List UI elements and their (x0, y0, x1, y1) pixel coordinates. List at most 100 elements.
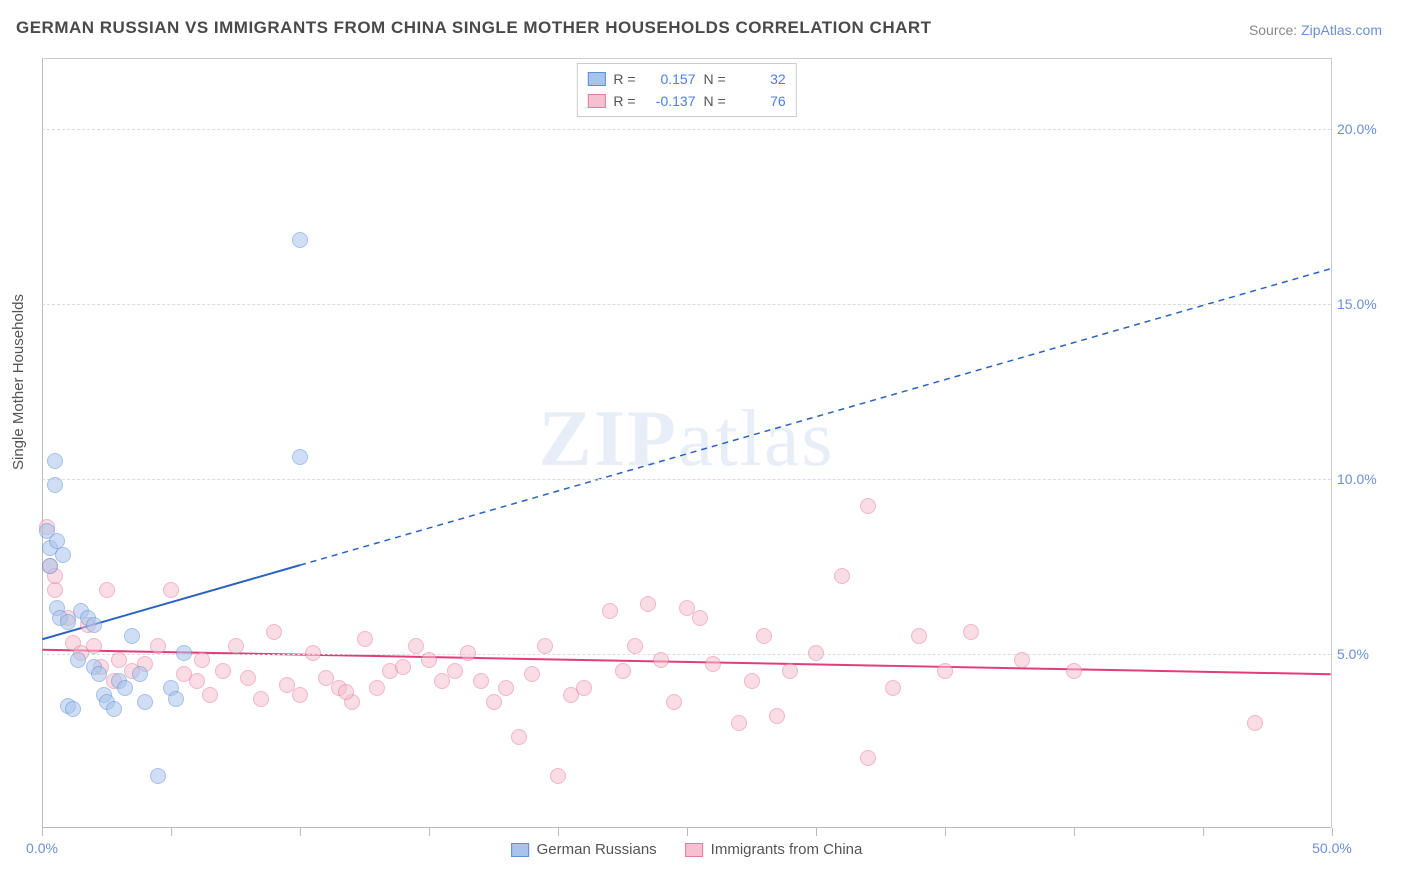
watermark: ZIPatlas (539, 393, 835, 484)
scatter-point (524, 666, 540, 682)
scatter-point (47, 477, 63, 493)
scatter-point (292, 687, 308, 703)
scatter-point (189, 673, 205, 689)
scatter-point (1014, 652, 1030, 668)
scatter-point (602, 603, 618, 619)
scatter-point (176, 645, 192, 661)
scatter-point (744, 673, 760, 689)
y-tick-label: 20.0% (1337, 121, 1391, 137)
scatter-point (253, 691, 269, 707)
x-tick-label: 50.0% (1312, 840, 1352, 856)
scatter-point (860, 498, 876, 514)
scatter-point (150, 768, 166, 784)
scatter-point (511, 729, 527, 745)
legend-label-series-2: Immigrants from China (711, 841, 863, 858)
y-tick-label: 15.0% (1337, 296, 1391, 312)
scatter-point (124, 628, 140, 644)
scatter-point (885, 680, 901, 696)
scatter-point (215, 663, 231, 679)
x-tick (1203, 828, 1204, 836)
scatter-point (55, 547, 71, 563)
n-value-series-1: 32 (734, 68, 786, 90)
scatter-point (240, 670, 256, 686)
scatter-point (550, 768, 566, 784)
scatter-point (163, 582, 179, 598)
gridline-h (42, 654, 1331, 655)
scatter-point (1247, 715, 1263, 731)
y-tick-label: 5.0% (1337, 646, 1391, 662)
x-tick (816, 828, 817, 836)
n-value-series-2: 76 (734, 90, 786, 112)
scatter-point (70, 652, 86, 668)
scatter-point (860, 750, 876, 766)
x-tick (300, 828, 301, 836)
scatter-point (498, 680, 514, 696)
correlation-legend: R = 0.157 N = 32 R = -0.137 N = 76 (576, 63, 796, 117)
scatter-point (486, 694, 502, 710)
swatch-series-1 (511, 843, 529, 857)
x-tick (945, 828, 946, 836)
scatter-point (756, 628, 772, 644)
x-tick (687, 828, 688, 836)
scatter-point (292, 449, 308, 465)
scatter-point (117, 680, 133, 696)
series-legend: German Russians Immigrants from China (511, 841, 863, 858)
scatter-point (731, 715, 747, 731)
scatter-point (963, 624, 979, 640)
scatter-point (705, 656, 721, 672)
scatter-point (808, 645, 824, 661)
scatter-point (692, 610, 708, 626)
scatter-point (447, 663, 463, 679)
source-attribution: Source: ZipAtlas.com (1249, 22, 1382, 38)
scatter-point (47, 453, 63, 469)
scatter-point (937, 663, 953, 679)
legend-item-series-1: German Russians (511, 841, 657, 858)
scatter-point (1066, 663, 1082, 679)
scatter-point (106, 701, 122, 717)
trend-line-dashed (300, 269, 1331, 565)
source-link[interactable]: ZipAtlas.com (1301, 22, 1382, 38)
y-tick-label: 10.0% (1337, 471, 1391, 487)
x-tick (429, 828, 430, 836)
scatter-point (782, 663, 798, 679)
y-axis-label: Single Mother Households (10, 294, 27, 470)
source-prefix: Source: (1249, 22, 1301, 38)
gridline-h (42, 129, 1331, 130)
r-label: R = (613, 90, 635, 112)
scatter-point (137, 694, 153, 710)
scatter-point (666, 694, 682, 710)
swatch-series-1 (587, 72, 605, 86)
scatter-point (834, 568, 850, 584)
scatter-point (576, 680, 592, 696)
scatter-point (769, 708, 785, 724)
legend-row-series-2: R = -0.137 N = 76 (587, 90, 785, 112)
scatter-point (86, 617, 102, 633)
x-tick (42, 828, 43, 836)
gridline-h (42, 304, 1331, 305)
scatter-point (132, 666, 148, 682)
scatter-point (91, 666, 107, 682)
legend-label-series-1: German Russians (537, 841, 657, 858)
legend-row-series-1: R = 0.157 N = 32 (587, 68, 785, 90)
scatter-plot-area: ZIPatlas R = 0.157 N = 32 R = -0.137 N =… (42, 58, 1332, 828)
scatter-point (65, 701, 81, 717)
scatter-point (640, 596, 656, 612)
scatter-point (460, 645, 476, 661)
r-label: R = (613, 68, 635, 90)
scatter-point (86, 638, 102, 654)
swatch-series-2 (587, 94, 605, 108)
scatter-point (408, 638, 424, 654)
x-tick (1074, 828, 1075, 836)
chart-title: GERMAN RUSSIAN VS IMMIGRANTS FROM CHINA … (16, 18, 932, 38)
scatter-point (653, 652, 669, 668)
x-tick-label: 0.0% (26, 840, 58, 856)
y-axis-line (42, 59, 43, 828)
legend-item-series-2: Immigrants from China (685, 841, 863, 858)
scatter-point (537, 638, 553, 654)
gridline-h (42, 479, 1331, 480)
scatter-point (150, 638, 166, 654)
scatter-point (338, 684, 354, 700)
scatter-point (421, 652, 437, 668)
scatter-point (292, 232, 308, 248)
r-value-series-2: -0.137 (644, 90, 696, 112)
